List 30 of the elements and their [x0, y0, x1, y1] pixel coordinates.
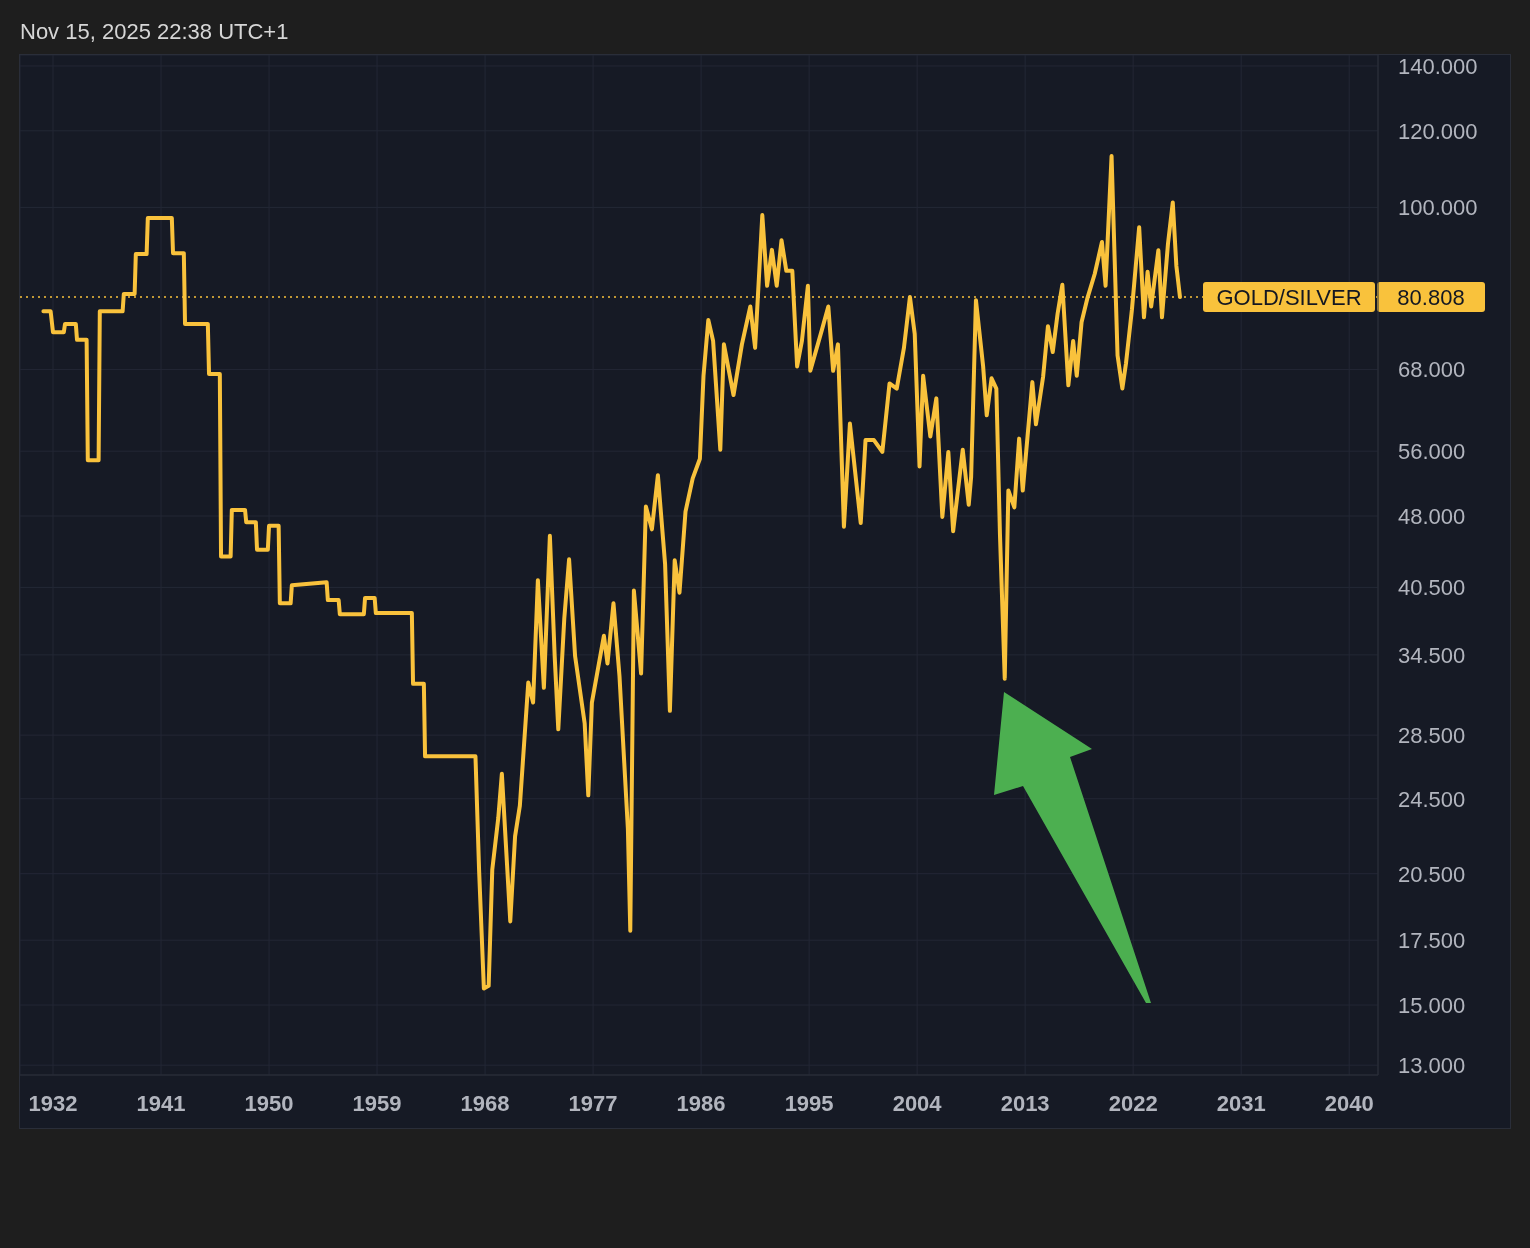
x-tick-label: 1941	[136, 1090, 186, 1116]
x-tick-label: 1950	[244, 1090, 294, 1116]
text: Nov 15, 2025 22:38 UTC+1	[20, 18, 289, 46]
y-tick-label: 56.000	[1398, 439, 1466, 465]
y-tick-label: 48.000	[1398, 503, 1466, 529]
x-tick-label: 1968	[460, 1090, 510, 1116]
x-tick-label: 1932	[28, 1090, 78, 1116]
x-tick-label: 2040	[1324, 1090, 1374, 1116]
x-tick-label: 2022	[1108, 1090, 1158, 1116]
x-tick-label: 1986	[676, 1090, 726, 1116]
y-tick-label: 17.500	[1398, 928, 1466, 954]
x-tick-label: 2004	[892, 1090, 943, 1116]
x-tick-label: 2031	[1216, 1090, 1266, 1116]
y-tick-label: 68.000	[1398, 357, 1466, 383]
x-tick-label: 1995	[784, 1090, 834, 1116]
y-tick-label: 34.500	[1398, 642, 1466, 668]
y-tick-label: 120.000	[1398, 118, 1478, 144]
y-tick-label: 28.500	[1398, 722, 1466, 748]
x-tick-label: 1977	[568, 1090, 618, 1116]
y-tick-label: 20.500	[1398, 861, 1466, 887]
x-tick-label: 1959	[352, 1090, 402, 1116]
y-tick-label: 40.500	[1398, 575, 1466, 601]
y-tick-label: 140.000	[1398, 53, 1478, 79]
legend-label: GOLD/SILVER	[1216, 284, 1362, 310]
y-tick-label: 100.000	[1398, 195, 1478, 221]
ref-line-label: 80.808	[1397, 284, 1465, 310]
x-tick-label: 2013	[1000, 1090, 1050, 1116]
y-tick-label: 13.000	[1398, 1052, 1466, 1078]
y-tick-label: 15.000	[1398, 992, 1466, 1018]
y-tick-label: 24.500	[1398, 786, 1466, 812]
